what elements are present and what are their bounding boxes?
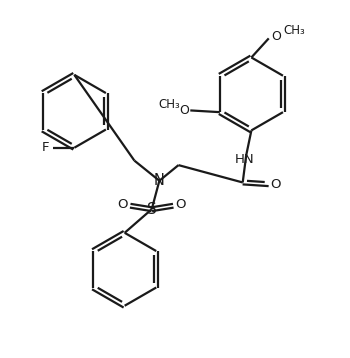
Text: O: O bbox=[272, 30, 281, 43]
Text: CH₃: CH₃ bbox=[283, 24, 304, 37]
Text: F: F bbox=[42, 141, 50, 154]
Text: O: O bbox=[179, 104, 189, 117]
Text: O: O bbox=[117, 198, 128, 211]
Text: O: O bbox=[271, 178, 281, 191]
Text: N: N bbox=[154, 173, 165, 188]
Text: O: O bbox=[176, 198, 186, 211]
Text: S: S bbox=[147, 202, 156, 217]
Text: CH₃: CH₃ bbox=[158, 98, 180, 111]
Text: HN: HN bbox=[234, 153, 254, 166]
